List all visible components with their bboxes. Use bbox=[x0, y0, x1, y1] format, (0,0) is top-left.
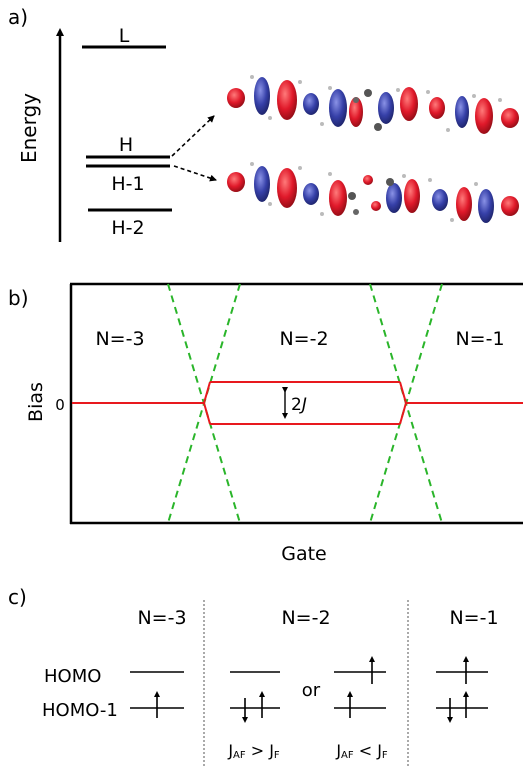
dashed-arrow-lower bbox=[173, 165, 217, 182]
condition-af-less: JAF < JF bbox=[335, 741, 388, 761]
panel-a: a) Energy L H H-1 H-2 bbox=[8, 5, 519, 242]
condition-af-greater: JAF > JF bbox=[227, 741, 280, 761]
energy-axis-label: Energy bbox=[17, 93, 41, 163]
level-h-label: H bbox=[119, 134, 133, 156]
row-label-homo: HOMO bbox=[44, 666, 101, 687]
level-l-label: L bbox=[119, 25, 130, 47]
split-level-left-joint-2 bbox=[203, 402, 211, 425]
orbital-image-homo bbox=[227, 75, 519, 134]
zero-tick-label: 0 bbox=[55, 396, 65, 414]
panel-b: b) Bias 0 Gate 2J N=-3 N=-2 N=-1 bbox=[8, 282, 523, 565]
orbital-image-homo-1 bbox=[227, 162, 519, 223]
region-label-middle: N=-2 bbox=[279, 328, 328, 350]
row-label-homo-1: HOMO-1 bbox=[42, 700, 118, 721]
column-label-middle: N=-2 bbox=[281, 607, 330, 629]
level-h2-label: H-2 bbox=[111, 217, 144, 239]
column-label-left: N=-3 bbox=[137, 607, 186, 629]
bias-axis-label: Bias bbox=[25, 382, 47, 422]
split-level-right-joint-2 bbox=[399, 402, 407, 425]
panel-b-label: b) bbox=[8, 286, 29, 310]
or-text: or bbox=[302, 680, 321, 701]
panel-c: c) N=-3 N=-2 N=-1 HOMO HOMO-1 or JAF > J… bbox=[8, 585, 499, 768]
split-level-right-joint bbox=[399, 381, 407, 404]
splitting-label: 2J bbox=[291, 395, 307, 415]
gate-axis-label: Gate bbox=[281, 543, 327, 565]
split-level-left-joint bbox=[203, 381, 211, 404]
region-label-right: N=-1 bbox=[455, 328, 504, 350]
region-label-left: N=-3 bbox=[95, 328, 144, 350]
panel-c-label: c) bbox=[8, 585, 27, 609]
splitting-label-number: 2 bbox=[291, 395, 302, 415]
panel-a-label: a) bbox=[8, 5, 28, 29]
dashed-arrow-upper bbox=[171, 115, 215, 157]
level-h1-label: H-1 bbox=[111, 173, 144, 195]
column-label-right: N=-1 bbox=[449, 607, 498, 629]
splitting-label-j: J bbox=[299, 395, 307, 415]
